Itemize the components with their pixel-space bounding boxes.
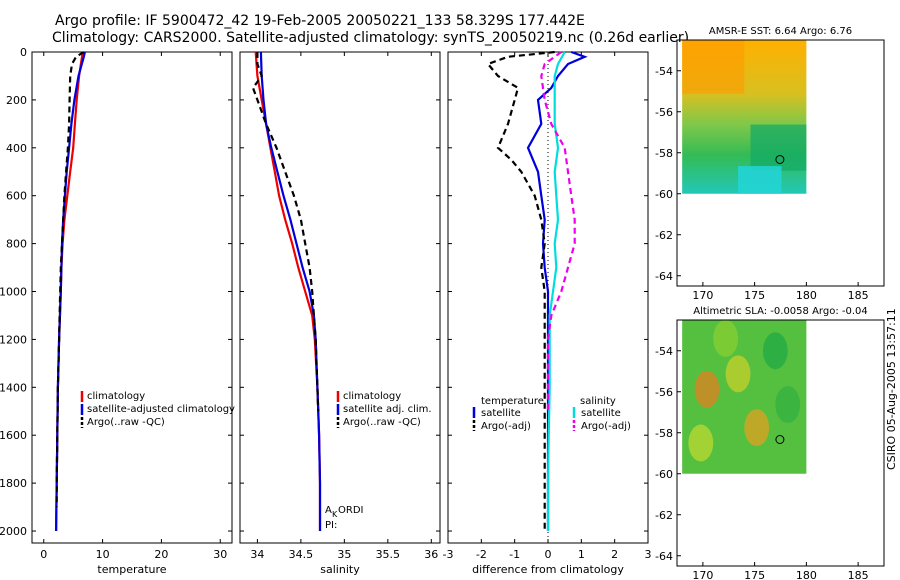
salinity-annotation-sub: K — [332, 510, 338, 519]
sst-map-argo-location-marker — [775, 154, 785, 164]
salinity-legend-label: climatology — [343, 391, 401, 402]
difference-xtick-label: -3 — [443, 548, 454, 561]
temperature-xtick-label: 10 — [96, 548, 110, 561]
sla-map-ytick-label: -56 — [655, 386, 673, 399]
temp-legend-title: temperature — [481, 396, 544, 407]
sal-legend-label: Argo(-adj) — [581, 421, 631, 432]
salinity-plot-frame — [239, 51, 441, 544]
depth-tick-label: 400 — [6, 142, 27, 155]
sst-cold-patch — [738, 166, 782, 194]
difference-xlabel: difference from climatology — [472, 563, 624, 576]
sst-map-xtick-label: 185 — [848, 289, 869, 302]
sla-anomaly-patch — [688, 424, 714, 462]
difference-series-0 — [526, 50, 588, 531]
sla-map-ytick-label: -64 — [655, 550, 673, 563]
temp-legend-label: satellite — [481, 408, 521, 419]
temperature-xtick-label: 30 — [213, 548, 227, 561]
depth-tick-label: 1600 — [0, 429, 27, 442]
temperature-legend-label: Argo(..raw -QC) — [87, 417, 165, 428]
sla-anomaly-patch — [725, 355, 751, 393]
temperature-series-2 — [55, 51, 85, 508]
temperature-legend-label: climatology — [87, 391, 145, 402]
temperature-xtick-label: 20 — [154, 548, 168, 561]
salinity-xtick-label: 34.5 — [289, 548, 314, 561]
depth-tick-label: 1400 — [0, 381, 27, 394]
temperature-legend-label: satellite-adjusted climatology — [87, 404, 235, 415]
sla-map-ytick-label: -54 — [655, 345, 673, 358]
sst-cool-patch — [750, 124, 807, 171]
salinity-xtick-label: 35 — [337, 548, 351, 561]
sst-map-xtick-label: 180 — [796, 289, 817, 302]
salinity-annotation: A — [325, 505, 332, 516]
difference-series-1 — [486, 50, 555, 531]
difference-xtick-label: -2 — [476, 548, 487, 561]
sla-anomaly-patch — [775, 386, 801, 424]
timestamp-stamp: CSIRO 05-Aug-2005 13:57:11 — [885, 308, 898, 470]
sla-map-ytick-label: -62 — [655, 509, 673, 522]
salinity-annotation: PI: — [325, 520, 337, 531]
sst-map-xtick-label: 170 — [692, 289, 713, 302]
temperature-xlabel: temperature — [97, 563, 166, 576]
depth-tick-label: 800 — [6, 238, 27, 251]
salinity-xtick-label: 36 — [424, 548, 438, 561]
sla-map-xtick-label: 180 — [796, 569, 817, 580]
sla-map-frame — [676, 319, 885, 567]
sst-map-xtick-label: 175 — [744, 289, 765, 302]
sst-map-frame — [676, 39, 885, 287]
salinity-legend-label: Argo(..raw -QC) — [343, 417, 421, 428]
difference-xtick-label: 1 — [578, 548, 585, 561]
sla-map-ytick-label: -58 — [655, 427, 673, 440]
depth-tick-label: 1200 — [0, 333, 27, 346]
sla-anomaly-patch — [694, 370, 720, 408]
difference-xtick-label: -1 — [509, 548, 520, 561]
temperature-plot-frame — [31, 51, 233, 544]
sla-map-title: Altimetric SLA: -0.0058 Argo: -0.04 — [693, 306, 868, 317]
difference-series-2 — [546, 51, 566, 531]
salinity-annotation: ORDI — [338, 505, 363, 516]
sst-map-title: AMSR-E SST: 6.64 Argo: 6.76 — [709, 26, 852, 37]
sal-legend-label: satellite — [581, 408, 621, 419]
sst-map-ytick-label: -58 — [655, 147, 673, 160]
salinity-legend-label: satellite adj. clim. — [343, 404, 432, 415]
difference-xtick-label: 3 — [645, 548, 652, 561]
salinity-xlabel: salinity — [320, 563, 360, 576]
depth-tick-label: 1800 — [0, 477, 27, 490]
difference-xtick-label: 2 — [611, 548, 618, 561]
sla-map-argo-location-marker — [775, 434, 785, 444]
depth-tick-label: 200 — [6, 94, 27, 107]
depth-tick-label: 2000 — [0, 525, 27, 538]
sst-map-ytick-label: -64 — [655, 270, 673, 283]
figure-title-line1: Argo profile: IF 5900472_42 19-Feb-2005 … — [55, 13, 585, 29]
depth-tick-label: 600 — [6, 190, 27, 203]
sla-anomaly-patch — [744, 409, 770, 447]
difference-xtick-label: 0 — [545, 548, 552, 561]
sal-legend-title: salinity — [580, 396, 616, 407]
sla-anomaly-patch — [762, 332, 788, 370]
salinity-xtick-label: 35.5 — [376, 548, 401, 561]
figure-title-line2: Climatology: CARS2000. Satellite-adjuste… — [52, 30, 690, 46]
sla-map-xtick-label: 185 — [848, 569, 869, 580]
sst-map-ytick-label: -54 — [655, 65, 673, 78]
sst-map-ytick-label: -60 — [655, 188, 673, 201]
sla-map-xtick-label: 175 — [744, 569, 765, 580]
sst-map-ytick-label: -56 — [655, 106, 673, 119]
difference-series-3 — [540, 51, 576, 412]
salinity-xtick-label: 34 — [250, 548, 264, 561]
sla-anomaly-patch — [713, 320, 739, 357]
depth-tick-label: 0 — [20, 46, 27, 59]
sst-warm-patch — [682, 40, 745, 94]
sla-map-xtick-label: 170 — [692, 569, 713, 580]
sst-map-ytick-label: -62 — [655, 229, 673, 242]
temperature-xtick-label: 0 — [40, 548, 47, 561]
temp-legend-label: Argo(-adj) — [481, 421, 531, 432]
sla-map-ytick-label: -60 — [655, 468, 673, 481]
depth-tick-label: 1000 — [0, 286, 27, 299]
salinity-series-2 — [251, 52, 320, 412]
